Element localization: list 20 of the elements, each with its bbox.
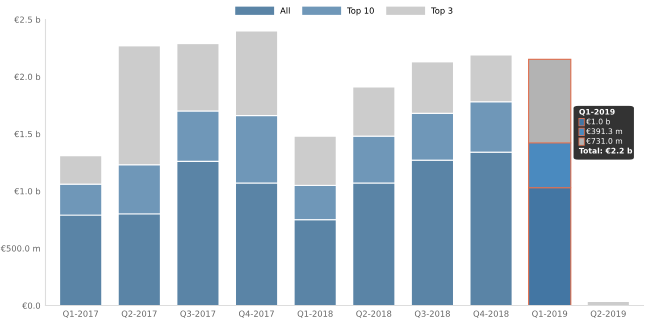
legend-label: Top 10 xyxy=(347,7,374,16)
legend-label: Top 3 xyxy=(431,7,452,16)
bar xyxy=(586,300,630,306)
x-tick-label: Q3-2017 xyxy=(180,310,216,318)
x-tick-label: Q1-2019 xyxy=(532,310,568,318)
x-tick-label: Q2-2017 xyxy=(122,310,157,318)
y-tick-label: €0.0 xyxy=(22,302,40,309)
x-tick-label: Q1-2018 xyxy=(298,310,333,318)
x-tick-label: Q1-2017 xyxy=(63,310,98,318)
x-tick-label: Q2-2019 xyxy=(590,310,626,318)
y-tick-label: €2.5 b xyxy=(14,16,40,23)
legend-label: All xyxy=(280,7,290,14)
x-tick-label: Q2-2018 xyxy=(356,310,392,318)
x-tick-label: Q3-2018 xyxy=(414,310,450,318)
y-tick-label: €1.5 b xyxy=(14,130,40,138)
x-tick-label: Q4-2018 xyxy=(474,310,509,318)
y-tick-label: €2.0 b xyxy=(14,74,40,80)
y-tick-label: €1.0 b xyxy=(14,188,40,194)
x-tick-label: Q4-2017 xyxy=(238,310,274,318)
y-tick-label: €500.0 m xyxy=(0,245,40,252)
